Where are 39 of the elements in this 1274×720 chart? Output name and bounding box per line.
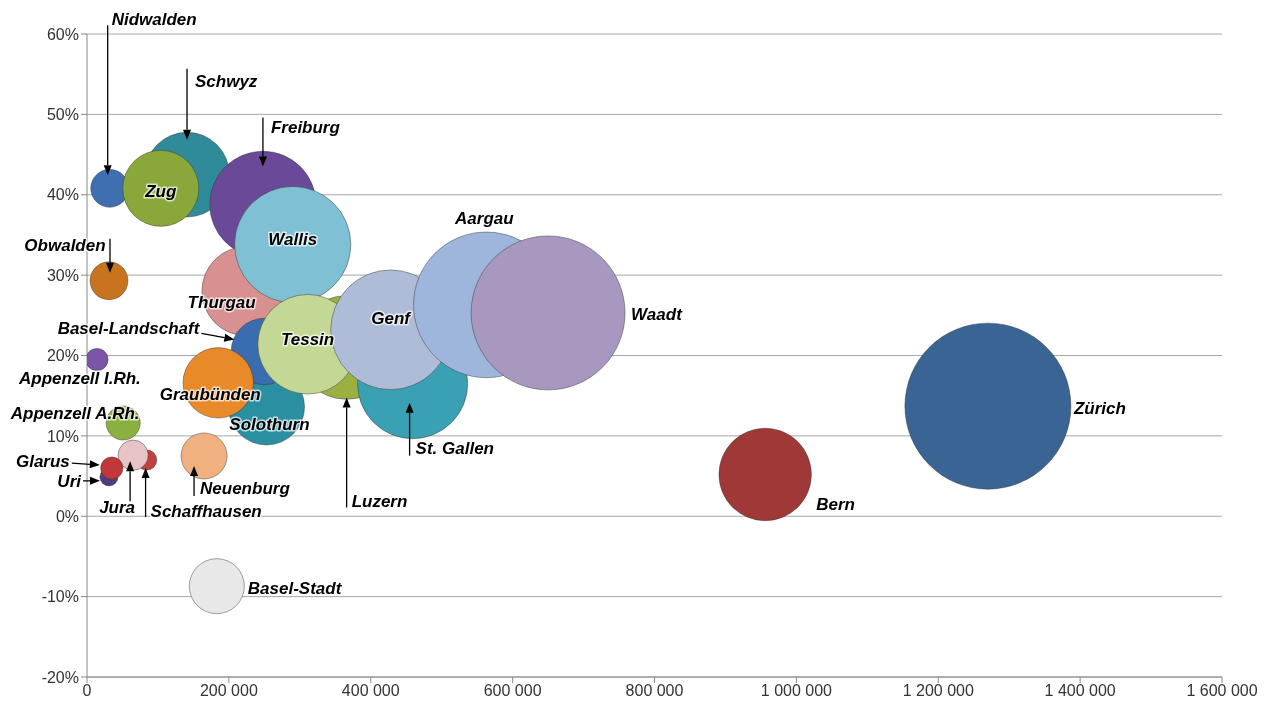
- y-tick-label: -20%: [41, 668, 79, 686]
- x-tick-label: 400 000: [341, 682, 400, 700]
- y-tick-label: 60%: [46, 25, 79, 43]
- series-label: Glarus: [15, 451, 70, 471]
- x-tick-label: 1 600 000: [1186, 682, 1258, 700]
- series-label: Aargau: [454, 209, 515, 229]
- x-tick-label: 1 000 000: [760, 682, 833, 700]
- series-label: Schaffhausen: [150, 502, 262, 522]
- x-tick-label: 200 000: [199, 682, 258, 700]
- series-label: Zug: [144, 181, 177, 201]
- series-label: Appenzell I.Rh.: [18, 369, 141, 388]
- x-tick-label: 1 200 000: [902, 682, 974, 700]
- y-tick-label: 30%: [46, 266, 79, 284]
- x-tick-label: 1 400 000: [1044, 682, 1116, 700]
- x-tick-label: 0: [82, 682, 92, 700]
- text: Nidwalden: [111, 9, 197, 29]
- series-label: St. Gallen: [415, 439, 495, 459]
- y-tick-label: 40%: [46, 186, 79, 204]
- series-label: Wallis: [268, 230, 318, 250]
- series-label: Freiburg: [270, 117, 341, 137]
- x-tick-label: 800 000: [625, 682, 684, 700]
- text: Luzern: [351, 491, 408, 511]
- series-label: Zürich: [1072, 398, 1126, 418]
- series-label: Bern: [816, 494, 855, 514]
- y-tick-label: 20%: [46, 347, 79, 365]
- series-label: Waadt: [631, 305, 684, 325]
- series-label: Basel-Landschaft: [57, 318, 201, 338]
- series-label: Jura: [99, 497, 136, 517]
- series-label: Neuenburg: [200, 479, 291, 499]
- y-tick-label: -10%: [41, 588, 79, 606]
- series-label: Uri: [57, 472, 83, 492]
- series-label: Obwalden: [24, 236, 106, 256]
- x-tick-label: 600 000: [483, 682, 542, 700]
- y-tick-label: 0%: [55, 507, 79, 525]
- y-tick-label: 50%: [46, 106, 79, 124]
- text: Schwyz: [195, 72, 258, 92]
- series-label: Basel-Stadt: [247, 578, 343, 598]
- series-label: Thurgau: [187, 292, 257, 312]
- y-tick-label: 10%: [46, 427, 79, 445]
